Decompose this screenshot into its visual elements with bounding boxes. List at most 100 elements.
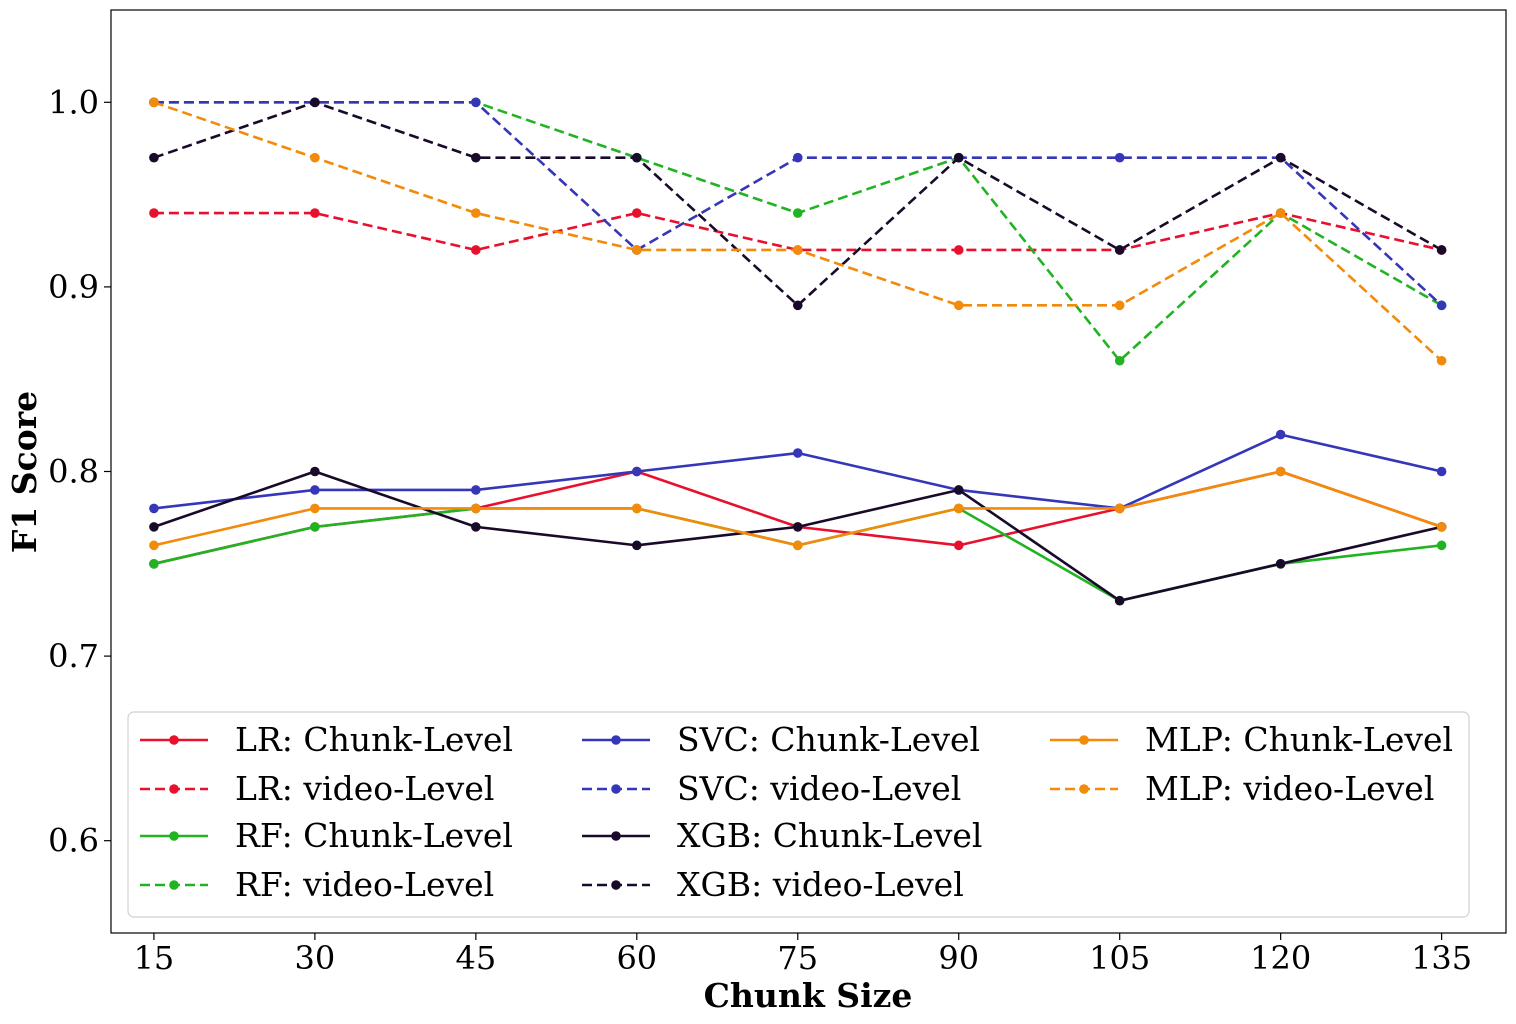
legend-label: MLP: video-Level bbox=[1145, 769, 1434, 808]
data-point bbox=[1436, 245, 1447, 255]
data-point bbox=[471, 522, 481, 532]
data-point bbox=[632, 245, 642, 255]
data-point bbox=[310, 466, 320, 477]
legend-entry-lr-chunk-level: LR: Chunk-Level bbox=[140, 720, 513, 759]
legend-label: LR: video-Level bbox=[235, 769, 494, 808]
legend-entry-mlp-chunk-level: MLP: Chunk-Level bbox=[1050, 720, 1453, 759]
data-point bbox=[310, 97, 320, 108]
data-point bbox=[1436, 300, 1447, 311]
data-point bbox=[632, 540, 642, 551]
data-point bbox=[471, 152, 481, 163]
data-point bbox=[149, 559, 159, 569]
legend-swatch-marker bbox=[611, 880, 621, 890]
legend-entry-rf-video-level: RF: video-Level bbox=[140, 865, 494, 904]
legend-swatch-marker bbox=[611, 831, 621, 841]
data-point bbox=[310, 522, 320, 532]
data-point bbox=[792, 522, 803, 532]
data-point bbox=[149, 503, 159, 514]
data-point bbox=[792, 152, 803, 163]
data-point bbox=[1275, 466, 1286, 477]
data-point bbox=[1436, 540, 1447, 551]
data-point bbox=[1114, 595, 1125, 606]
data-point bbox=[310, 152, 320, 163]
x-tick-label: 30 bbox=[295, 939, 336, 977]
legend-entry-svc-video-level: SVC: video-Level bbox=[582, 769, 961, 808]
series-mlp-chunk-level bbox=[149, 466, 1447, 551]
data-point bbox=[149, 97, 159, 108]
data-point bbox=[792, 300, 803, 311]
data-point bbox=[149, 152, 159, 163]
data-point bbox=[792, 245, 803, 255]
data-point bbox=[953, 245, 964, 255]
series-line bbox=[153, 101, 1443, 307]
legend-swatch-marker bbox=[611, 735, 621, 745]
series-mlp-video-level bbox=[149, 97, 1447, 366]
y-tick-label: 1.0 bbox=[48, 83, 99, 121]
legend-label: RF: video-Level bbox=[235, 865, 494, 904]
legend-label: SVC: video-Level bbox=[677, 769, 961, 808]
data-point bbox=[1114, 300, 1125, 311]
x-axis: 15 30 45 60 75 90 105 120 135 bbox=[134, 933, 1472, 977]
x-tick-label: 120 bbox=[1250, 939, 1311, 977]
y-tick-label: 0.6 bbox=[48, 822, 99, 860]
x-tick-label: 90 bbox=[938, 939, 979, 977]
data-point bbox=[310, 485, 320, 495]
data-point bbox=[471, 503, 481, 514]
data-point bbox=[953, 540, 964, 551]
legend-label: RF: Chunk-Level bbox=[235, 816, 513, 855]
y-tick-label: 0.7 bbox=[48, 637, 99, 675]
legend-swatch-marker bbox=[169, 831, 179, 841]
data-point bbox=[792, 448, 803, 458]
data-point bbox=[953, 503, 964, 514]
legend-swatch-marker bbox=[169, 784, 179, 794]
legend-swatch-marker bbox=[169, 880, 179, 890]
y-tick-label: 0.9 bbox=[48, 268, 99, 306]
x-axis-label: Chunk Size bbox=[704, 976, 913, 1015]
data-point bbox=[149, 540, 159, 551]
legend-swatch-marker bbox=[1079, 784, 1089, 794]
data-point bbox=[1275, 208, 1286, 218]
series-xgb-video-level bbox=[149, 97, 1447, 311]
legend-entry-xgb-video-level: XGB: video-Level bbox=[582, 865, 964, 904]
x-tick-label: 135 bbox=[1411, 939, 1472, 977]
legend-swatch-marker bbox=[169, 735, 179, 745]
legend-frame bbox=[127, 711, 1470, 918]
series-layer bbox=[149, 97, 1447, 606]
series-line bbox=[153, 211, 1442, 252]
data-point bbox=[632, 208, 642, 218]
data-point bbox=[1275, 152, 1286, 163]
data-point bbox=[1114, 503, 1125, 514]
data-point bbox=[1114, 152, 1125, 163]
data-point bbox=[953, 152, 964, 163]
legend-label: SVC: Chunk-Level bbox=[677, 720, 980, 759]
y-axis-label: F1 Score bbox=[5, 391, 44, 553]
legend: LR: Chunk-Level LR: video-Level RF: Chunk-… bbox=[127, 711, 1470, 918]
legend-swatch-marker bbox=[1079, 735, 1089, 745]
data-point bbox=[1114, 245, 1125, 255]
data-point bbox=[471, 485, 481, 495]
data-point bbox=[953, 300, 964, 311]
data-point bbox=[1275, 559, 1286, 569]
data-point bbox=[310, 208, 320, 218]
x-tick-label: 15 bbox=[134, 939, 175, 977]
data-point bbox=[1436, 522, 1447, 532]
y-tick-label: 0.8 bbox=[48, 453, 99, 491]
data-point bbox=[1436, 355, 1447, 366]
data-point bbox=[632, 152, 642, 163]
x-tick-label: 105 bbox=[1089, 939, 1150, 977]
data-point bbox=[792, 208, 803, 218]
data-point bbox=[149, 522, 159, 532]
data-point bbox=[471, 208, 481, 218]
data-point bbox=[632, 466, 642, 477]
legend-label: MLP: Chunk-Level bbox=[1145, 720, 1453, 759]
data-point bbox=[953, 485, 964, 495]
legend-entry-svc-chunk-level: SVC: Chunk-Level bbox=[582, 720, 980, 759]
legend-swatch-marker bbox=[611, 784, 621, 794]
y-axis: 0.6 0.7 0.8 0.9 1.0 bbox=[48, 83, 111, 860]
legend-entry-lr-video-level: LR: video-Level bbox=[140, 769, 494, 808]
legend-label: LR: Chunk-Level bbox=[235, 720, 513, 759]
legend-entry-mlp-video-level: MLP: video-Level bbox=[1050, 769, 1434, 808]
data-point bbox=[471, 245, 481, 255]
data-point bbox=[1114, 355, 1125, 366]
